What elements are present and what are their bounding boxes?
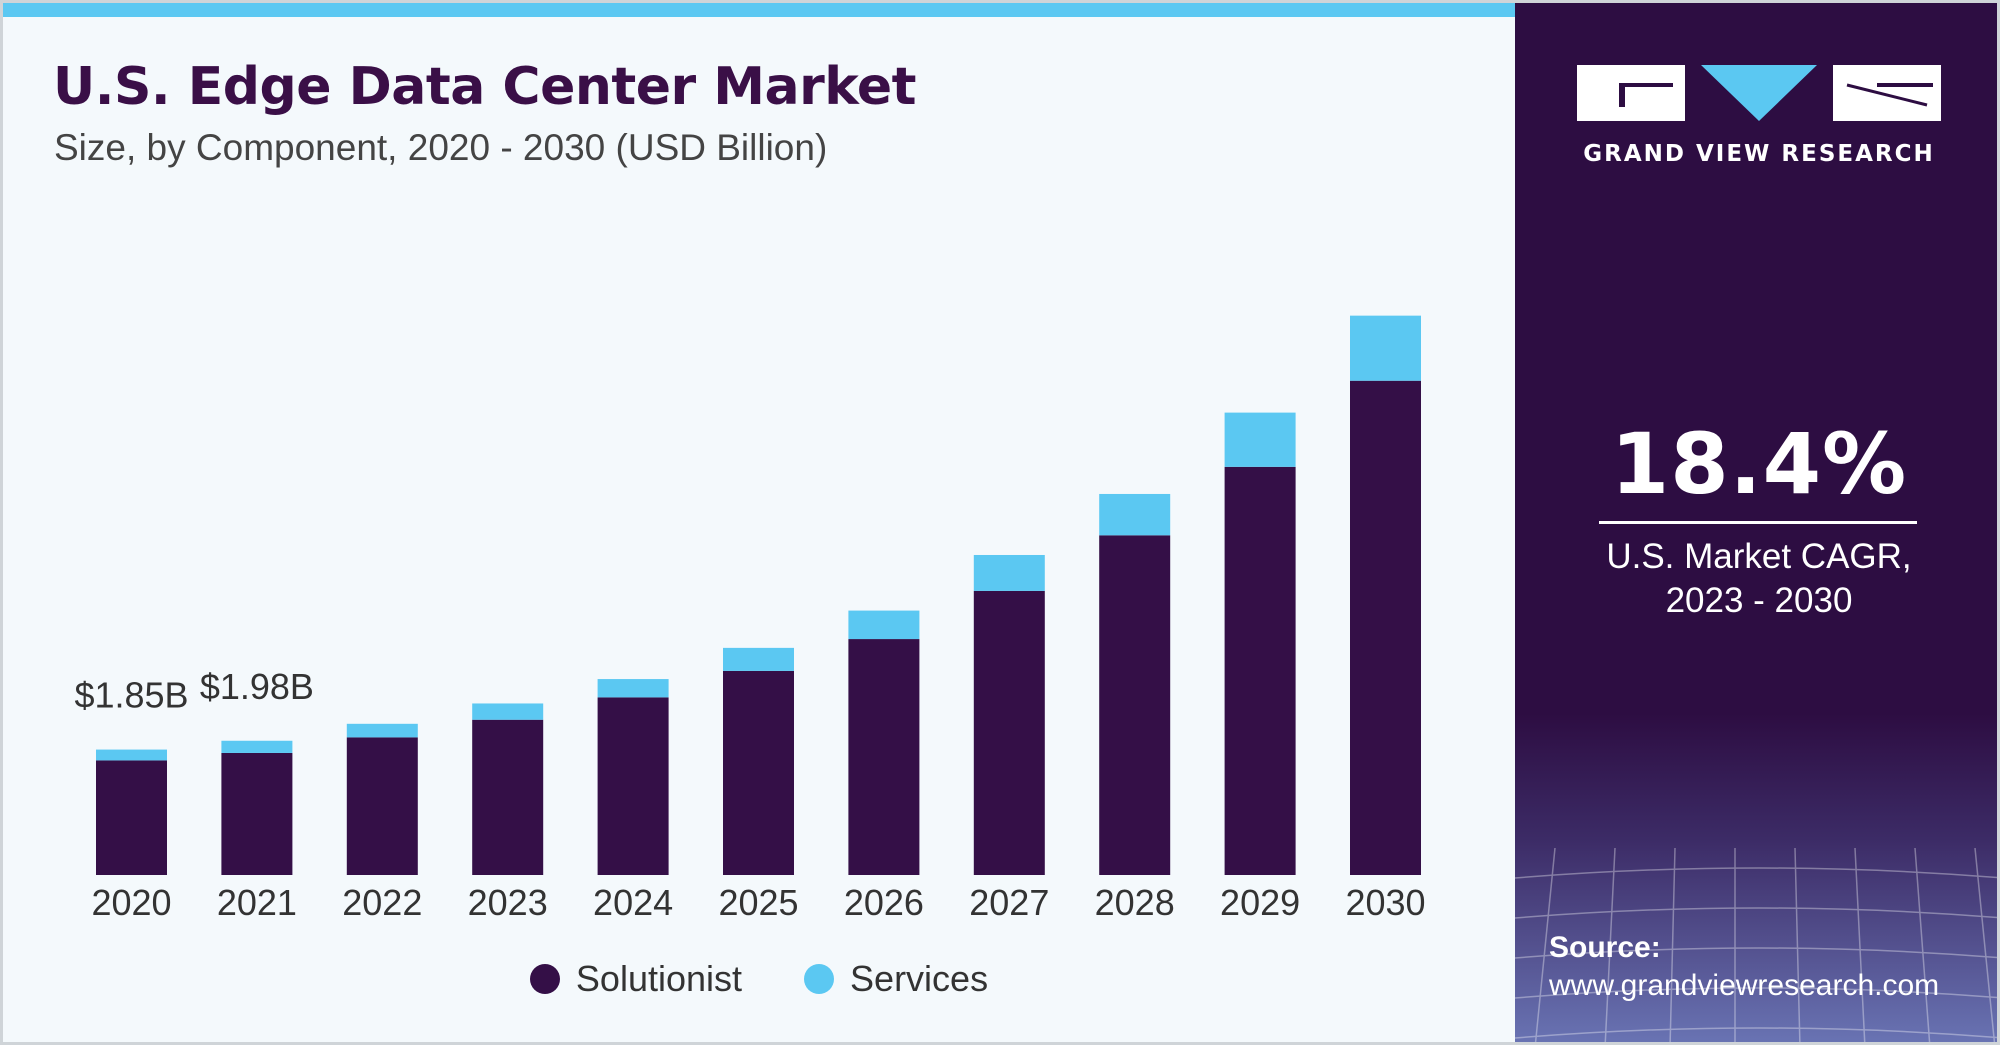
x-tick-label-2021: 2021 (217, 882, 297, 923)
chart-subtitle: Size, by Component, 2020 - 2030 (USD Bil… (54, 127, 828, 168)
bar-solutionist-2023 (472, 719, 544, 875)
x-tick-label-2020: 2020 (91, 882, 171, 923)
x-tick-label-2023: 2023 (468, 882, 548, 923)
bar-services-2030 (1350, 315, 1421, 381)
bar-services-2022 (346, 723, 418, 738)
legend-label-services: Services (850, 958, 989, 999)
x-tick-label-2028: 2028 (1095, 882, 1175, 923)
bar-solutionist-2022 (346, 737, 418, 875)
bar-solutionist-2027 (973, 590, 1045, 875)
bar-solutionist-2024 (597, 697, 669, 875)
bar-services-2021 (221, 740, 293, 753)
bar-services-2024 (597, 679, 669, 698)
x-tick-label-2027: 2027 (969, 882, 1049, 923)
data-label-2021: $1.98B (200, 666, 314, 707)
chart-legend: Solutionist Services (3, 958, 1515, 1000)
bar-services-2029 (1224, 412, 1296, 467)
accent-bar (3, 3, 1515, 17)
bar-services-2020 (96, 749, 167, 761)
stacked-bar-chart: 2020 2021 2022 2023 2024 2025 2026 2027 2028 2029… (74, 315, 1426, 923)
bar-solutionist-2025 (723, 670, 794, 875)
legend-swatch-services (804, 964, 835, 994)
legend-swatch-solutionist (529, 964, 560, 994)
cagr-label: U.S. Market CAGR, 2023 - 2030 (1515, 535, 1997, 623)
x-tick-label-2026: 2026 (844, 882, 924, 923)
info-panel: GRAND VIEW RESEARCH 18.4% U.S. Market CA… (1515, 3, 1997, 1042)
grand-view-research-logo (1577, 65, 1941, 121)
cagr-divider (1599, 521, 1917, 524)
x-tick-label-2030: 2030 (1345, 882, 1425, 923)
bar-solutionist-2020 (96, 760, 167, 875)
x-tick-label-2029: 2029 (1220, 882, 1300, 923)
legend-item-services: Services (804, 958, 988, 1000)
legend-item-solutionist: Solutionist (529, 958, 743, 1000)
cagr-value: 18.4% (1610, 415, 1908, 513)
legend-label-solutionist: Solutionist (575, 958, 743, 999)
x-tick-label-2022: 2022 (342, 882, 422, 923)
bar-services-2027 (973, 554, 1045, 591)
bar-services-2025 (723, 647, 794, 671)
source-label: Source: (1549, 931, 1661, 964)
logo-wordmark: GRAND VIEW RESEARCH (1583, 141, 1935, 167)
bar-solutionist-2028 (1099, 535, 1171, 875)
source-url[interactable]: www.grandviewresearch.com (1549, 969, 1940, 1002)
bar-solutionist-2021 (221, 752, 293, 875)
x-tick-label-2025: 2025 (718, 882, 798, 923)
grid-pattern-decoration (1515, 848, 1997, 1042)
data-label-2020: $1.85B (74, 675, 188, 716)
bar-services-2028 (1099, 493, 1171, 536)
bar-solutionist-2026 (848, 639, 920, 875)
cagr-label-line1: U.S. Market CAGR, (1606, 537, 1912, 576)
cagr-label-line2: 2023 - 2030 (1665, 581, 1853, 620)
x-tick-label-2024: 2024 (593, 882, 673, 923)
bar-services-2023 (472, 703, 544, 720)
bar-services-2026 (848, 610, 920, 640)
bar-solutionist-2030 (1350, 380, 1421, 875)
bar-solutionist-2029 (1224, 466, 1296, 875)
chart-panel: U.S. Edge Data Center Market Size, by Co… (3, 3, 1515, 1042)
chart-title: U.S. Edge Data Center Market (53, 57, 917, 117)
